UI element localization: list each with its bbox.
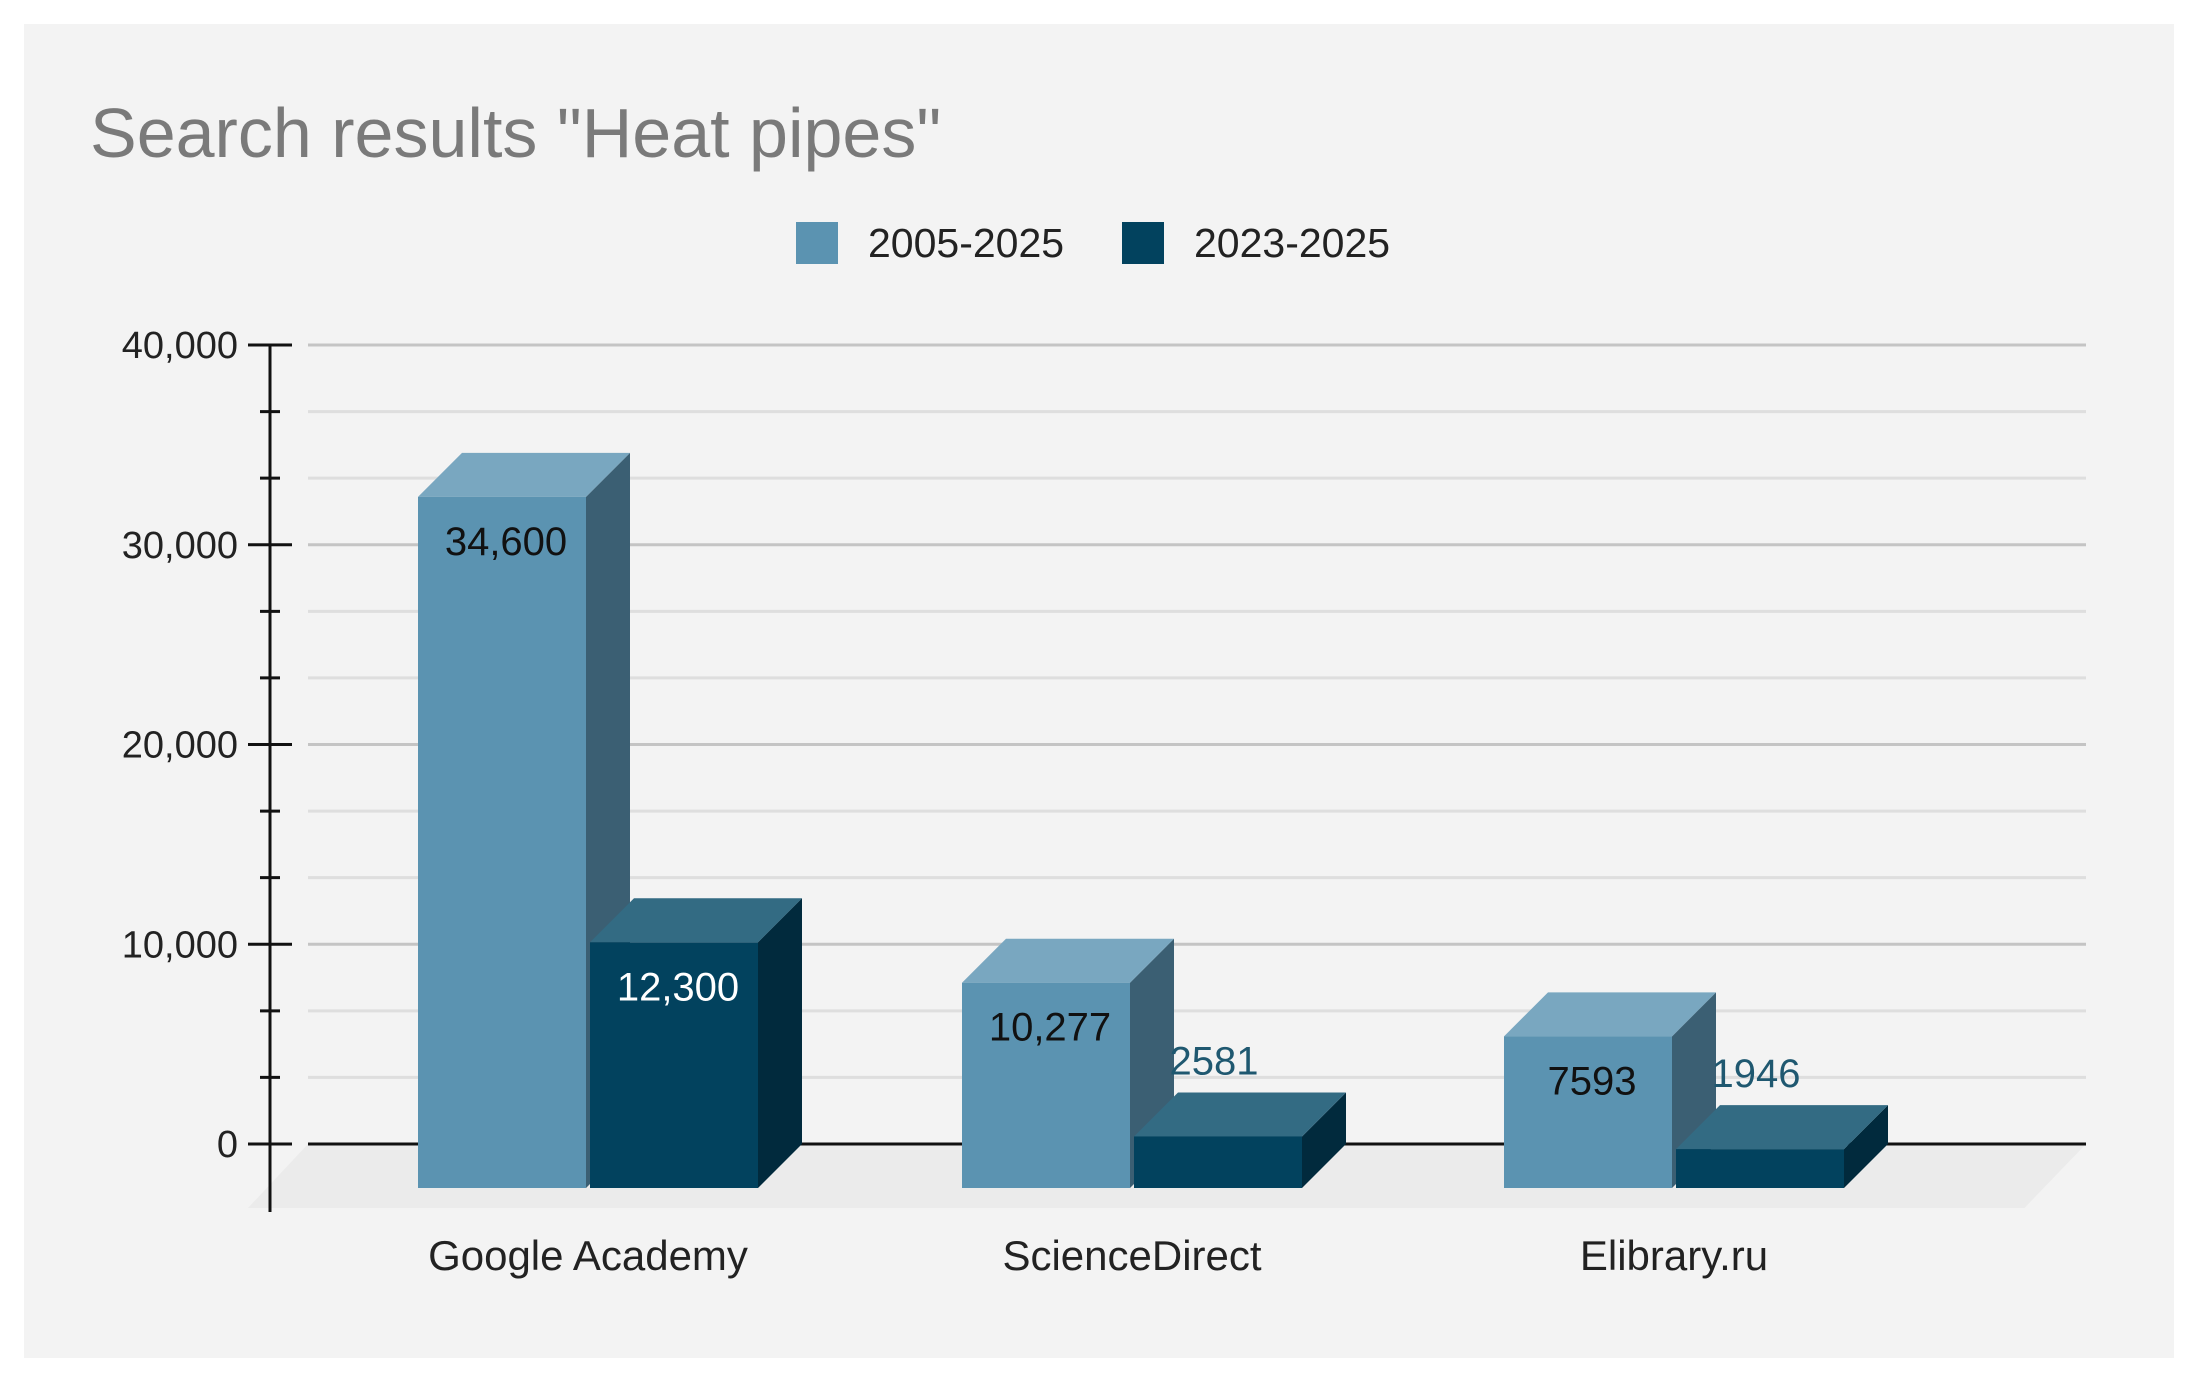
- value-label-google-academy-2023-2025: 12,300: [617, 965, 739, 1009]
- y-tick-labels: 0 10,000 20,000 30,000 40,000: [122, 325, 238, 1166]
- bar-top-sciencedirect-2023-2025: [1134, 1092, 1346, 1137]
- y-axis: [248, 343, 292, 1212]
- y-tick-label-1: 10,000: [122, 924, 238, 966]
- bar-front-sciencedirect-2023-2025: [1134, 1136, 1302, 1188]
- bar-front-elibrary-ru-2023-2025: [1676, 1149, 1844, 1188]
- bars: [418, 452, 1888, 1188]
- value-label-sciencedirect-2023-2025: 2581: [1170, 1039, 1259, 1083]
- value-label-elibrary-2023-2025: 1946: [1712, 1052, 1801, 1096]
- chart-container: Search results "Heat pipes" 2005-2025 20…: [24, 24, 2174, 1358]
- bar-top-sciencedirect-2005-2025: [962, 938, 1174, 983]
- bar-front-google-academy-2005-2025: [418, 496, 586, 1188]
- legend-swatch-series-2: [1122, 222, 1164, 264]
- bar-elibrary-ru-2023-2025: [1676, 1105, 1888, 1188]
- category-label-google-academy: Google Academy: [428, 1232, 748, 1279]
- category-label-elibrary: Elibrary.ru: [1580, 1232, 1768, 1279]
- value-label-sciencedirect-2005-2025: 10,277: [989, 1006, 1111, 1050]
- bar-top-google-academy-2023-2025: [590, 898, 802, 943]
- y-tick-label-2: 20,000: [122, 725, 238, 767]
- bar-front-elibrary-ru-2005-2025: [1504, 1036, 1672, 1188]
- bar-google-academy-2023-2025: [590, 898, 802, 1188]
- legend-label-series-2: 2023-2025: [1194, 220, 1390, 266]
- bar-side-elibrary-ru-2023-2025: [1844, 1105, 1888, 1188]
- bar-top-elibrary-ru-2005-2025: [1504, 992, 1716, 1037]
- bar-top-elibrary-ru-2023-2025: [1676, 1105, 1888, 1150]
- x-category-labels: Google Academy ScienceDirect Elibrary.ru: [428, 1232, 1768, 1279]
- bar-top-google-academy-2005-2025: [418, 452, 630, 497]
- value-label-google-academy-2005-2025: 34,600: [445, 520, 567, 564]
- legend-swatch-series-1: [796, 222, 838, 264]
- value-label-elibrary-2005-2025: 7593: [1548, 1059, 1637, 1103]
- bar-sciencedirect-2023-2025: [1134, 1092, 1346, 1188]
- bar-side-google-academy-2023-2025: [758, 898, 802, 1188]
- y-tick-label-4: 40,000: [122, 325, 238, 367]
- bar-elibrary-ru-2005-2025: [1504, 992, 1716, 1188]
- bar-chart: Search results "Heat pipes" 2005-2025 20…: [90, 94, 2086, 1279]
- bar-front-sciencedirect-2005-2025: [962, 982, 1130, 1188]
- value-labels: 34,600 10,277 7593 12,300 2581 1946: [445, 520, 1801, 1103]
- bar-front-google-academy-2023-2025: [590, 942, 758, 1188]
- y-tick-label-0: 0: [217, 1124, 238, 1166]
- chart-title: Search results "Heat pipes": [90, 94, 941, 172]
- bar-side-sciencedirect-2023-2025: [1302, 1092, 1346, 1188]
- legend-label-series-1: 2005-2025: [868, 220, 1064, 266]
- legend: 2005-2025 2023-2025: [796, 220, 1390, 266]
- y-tick-label-3: 30,000: [122, 525, 238, 567]
- category-label-sciencedirect: ScienceDirect: [1002, 1232, 1261, 1279]
